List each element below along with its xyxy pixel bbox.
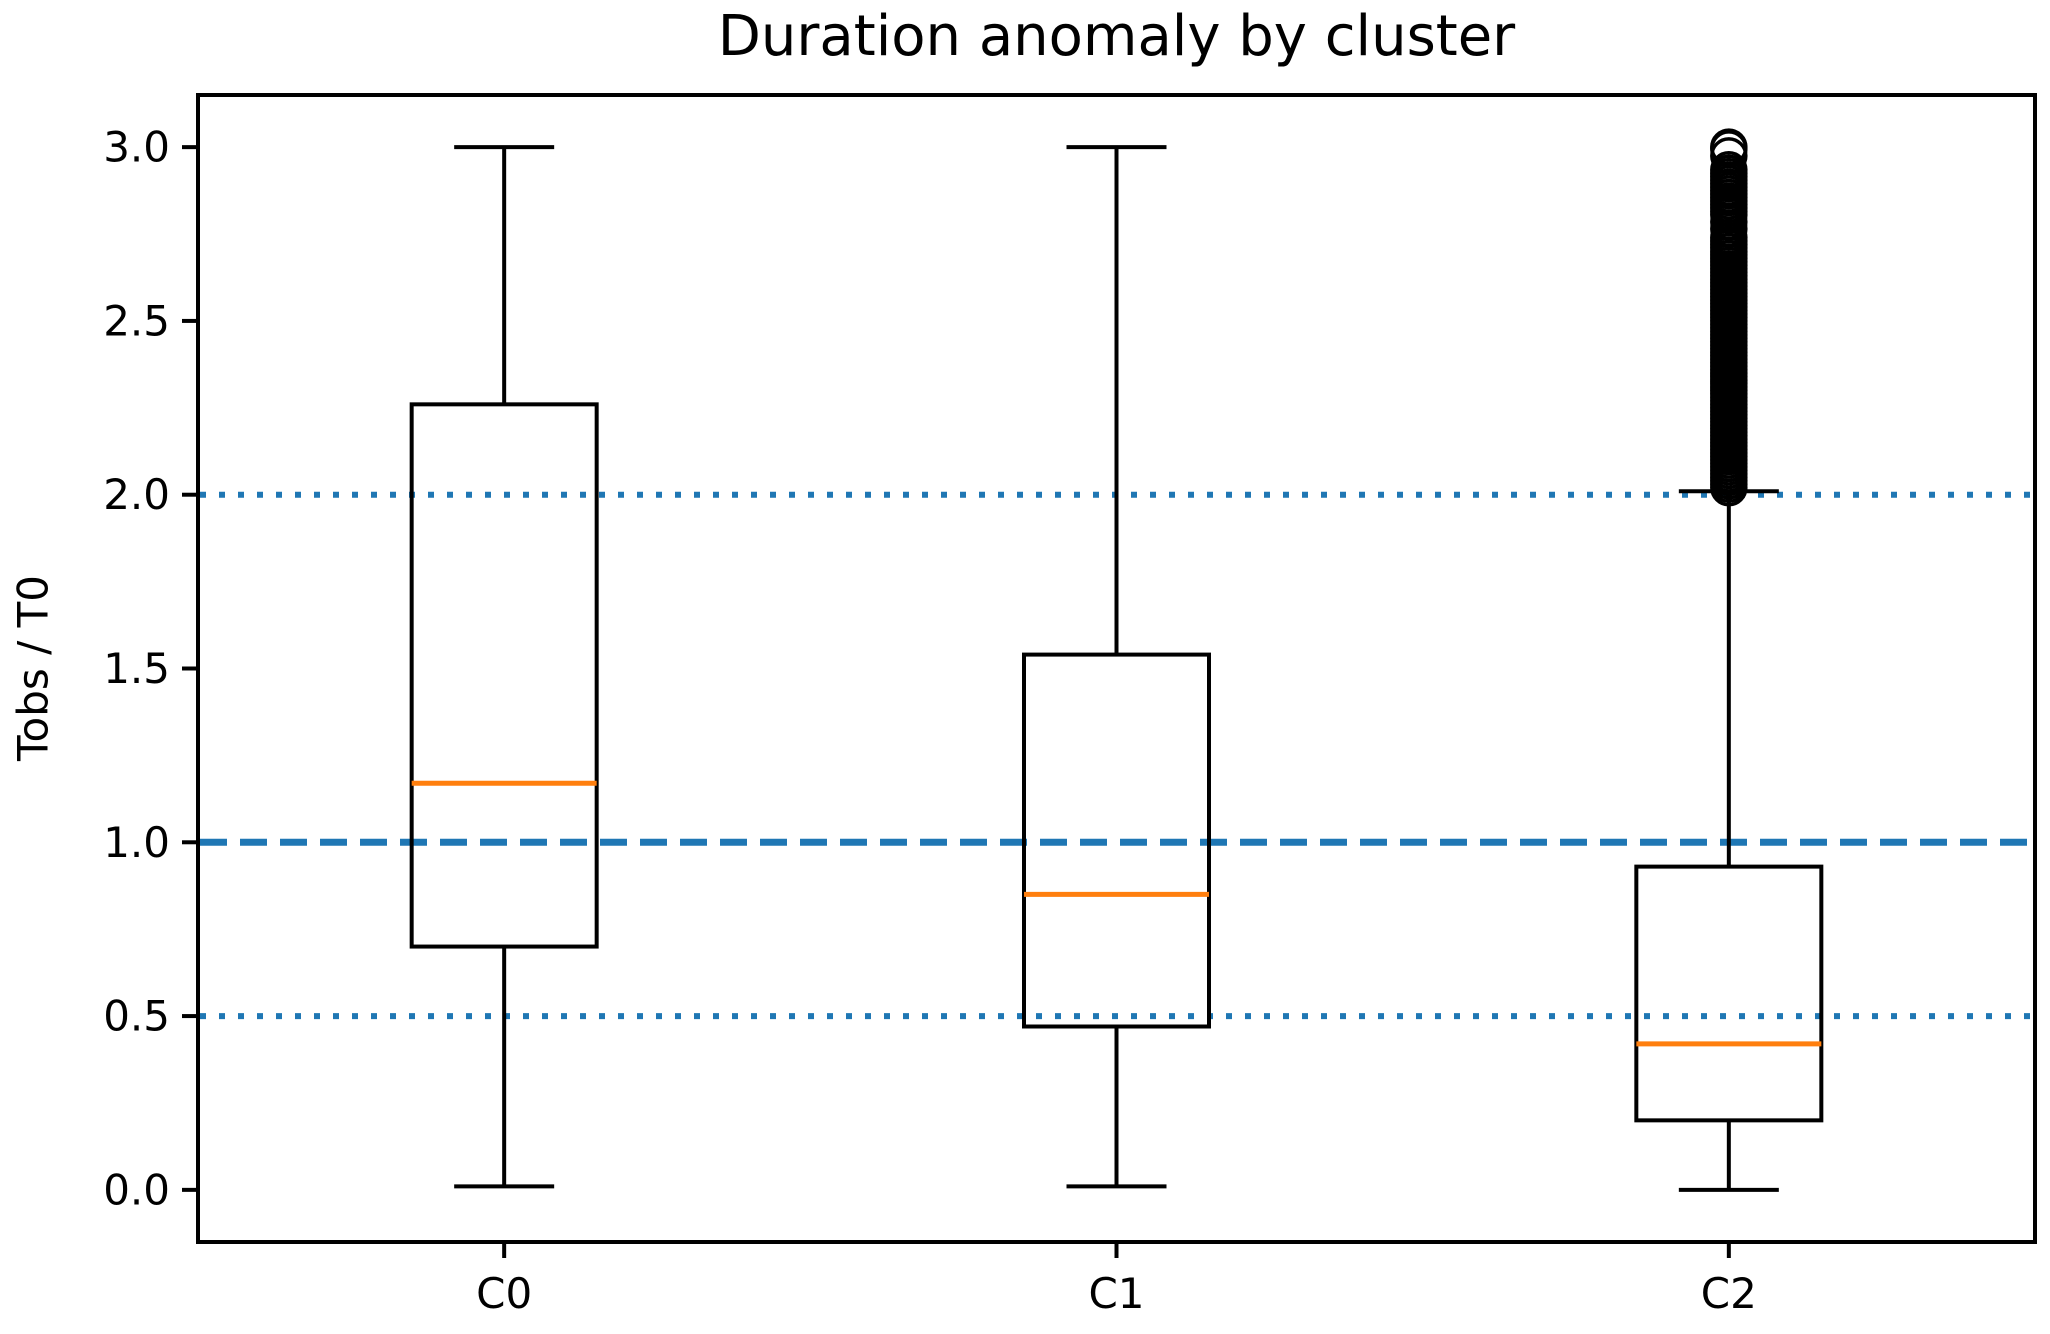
y-tick-label-2.0: 2.0 xyxy=(103,470,170,519)
box-C1 xyxy=(1022,652,1211,1029)
box-C2 xyxy=(1634,864,1824,1123)
x-tick-label-C1: C1 xyxy=(1088,1269,1144,1318)
y-tick-label-3.0: 3.0 xyxy=(103,123,170,172)
flier-C2 xyxy=(1710,128,1748,166)
y-tick-label-0.0: 0.0 xyxy=(103,1165,170,1214)
chart-title: Duration anomaly by cluster xyxy=(717,4,1516,69)
y-tick-label-2.5: 2.5 xyxy=(103,296,170,345)
y-tick-label-0.5: 0.5 xyxy=(103,992,170,1041)
y-tick-label-1.5: 1.5 xyxy=(103,644,170,693)
y-tick-label-1.0: 1.0 xyxy=(103,818,170,867)
box-C0 xyxy=(409,402,599,949)
y-axis-label: Tobs / T0 xyxy=(8,575,58,761)
x-tick-label-C2: C2 xyxy=(1701,1269,1757,1318)
flier-C2 xyxy=(1710,150,1748,189)
x-tick-label-C0: C0 xyxy=(476,1269,532,1318)
